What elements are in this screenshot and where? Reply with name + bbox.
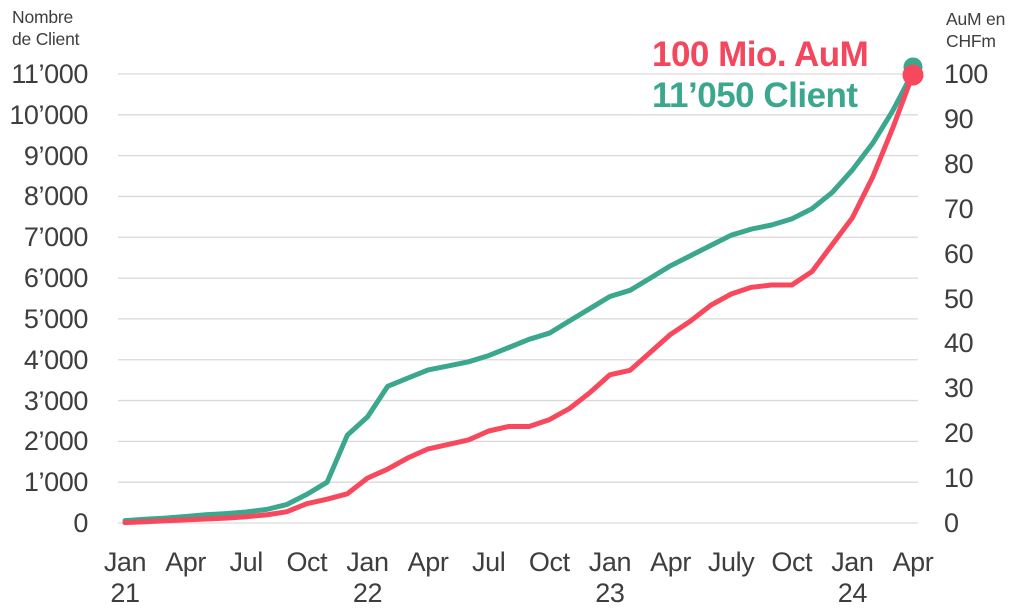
x-axis-tick-month: July: [707, 547, 755, 577]
chart-annotations: 100 Mio. AuM 11’050 Client: [652, 34, 869, 116]
x-axis-tick-month: Jul: [229, 547, 264, 577]
left-axis-tick: 7’000: [23, 222, 88, 253]
right-axis-tick: 20: [944, 418, 974, 449]
x-axis-tick-year: 24: [837, 578, 868, 608]
aum-line: [122, 71, 916, 526]
left-axis-tick: 0: [73, 508, 88, 538]
left-axis-tick: 8’000: [23, 181, 88, 212]
left-axis-tick: 5’000: [23, 303, 88, 334]
right-axis-tick: 100: [944, 59, 988, 89]
x-axis-tick-month: Jan: [103, 547, 147, 577]
left-axis-title-line2: de Client: [12, 29, 80, 49]
x-axis-tick-year: 23: [595, 578, 625, 608]
x-axis-tick-month: Jul: [472, 547, 506, 577]
annotation-client-count: 11’050 Client: [652, 76, 858, 115]
annotation-aum-milestone: 100 Mio. AuM: [652, 35, 869, 74]
x-axis-tick-month: Apr: [165, 547, 207, 577]
x-axis-tick-month: Oct: [528, 547, 570, 577]
right-axis-tick: 40: [944, 328, 974, 359]
right-axis-tick: 50: [944, 283, 974, 314]
x-axis-tick-month: Oct: [771, 547, 813, 577]
clients-line: [122, 69, 916, 524]
right-axis-tick: 70: [944, 193, 974, 224]
x-axis-tick-year: 21: [110, 578, 140, 608]
right-axis-tick: 90: [944, 103, 974, 134]
right-axis-tick: 10: [944, 463, 974, 494]
x-axis-tick-month: Apr: [407, 547, 449, 577]
x-axis-tick-month: Jan: [346, 547, 389, 577]
x-axis-tick-month: Jan: [588, 547, 632, 577]
right-axis-tick: 30: [944, 373, 974, 404]
left-axis-tick: 10’000: [9, 99, 88, 130]
right-axis-tick: 60: [944, 238, 974, 269]
aum-endpoint-dot: [902, 64, 924, 86]
left-axis-tick: 1’000: [23, 467, 88, 498]
right-axis-tick: 0: [944, 508, 959, 538]
right-axis-tick: 80: [944, 148, 974, 179]
left-axis-tick: 9’000: [23, 140, 88, 171]
left-axis-title-line1: Nombre: [12, 7, 74, 27]
left-axis-tick: 2’000: [23, 426, 88, 457]
x-axis-tick-month: Apr: [892, 547, 934, 577]
x-axis-tick-month: Jan: [831, 547, 874, 577]
right-axis-title: AuM en CHFm: [946, 8, 1005, 52]
left-axis-tick: 11’000: [11, 59, 88, 89]
left-axis-tick: 3’000: [23, 385, 88, 416]
x-axis-tick-year: 22: [352, 578, 383, 608]
right-axis-title-line2: CHFm: [946, 31, 996, 51]
left-axis-title: Nombre de Client: [12, 6, 79, 50]
x-axis-tick-month: Apr: [650, 547, 691, 577]
x-axis-tick-month: Oct: [286, 547, 328, 577]
right-axis-title-line1: AuM en: [946, 9, 1006, 29]
left-axis-tick: 6’000: [23, 263, 88, 294]
left-axis-tick: 4’000: [23, 344, 88, 375]
